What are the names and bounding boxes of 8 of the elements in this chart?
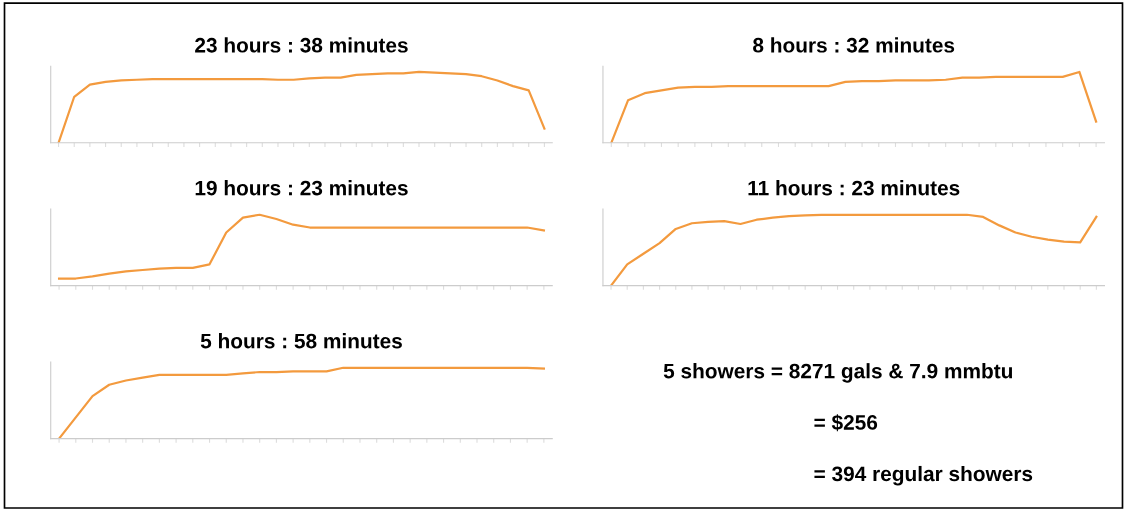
chart-title: 23 hours : 38 minutes (195, 37, 408, 53)
chart-title: 8 hours : 32 minutes (753, 37, 955, 53)
text: = 394 regular showers (814, 465, 1033, 486)
chart-title: 19 hours : 23 minutes (195, 180, 408, 196)
chart-title: 11 hours : 23 minutes (748, 180, 960, 196)
chart-title: 5 hours : 58 minutes (200, 333, 402, 349)
text: 5 showers = 8271 gals & 7.9 mmbtu (663, 363, 1013, 383)
text: = $256 (814, 414, 878, 432)
